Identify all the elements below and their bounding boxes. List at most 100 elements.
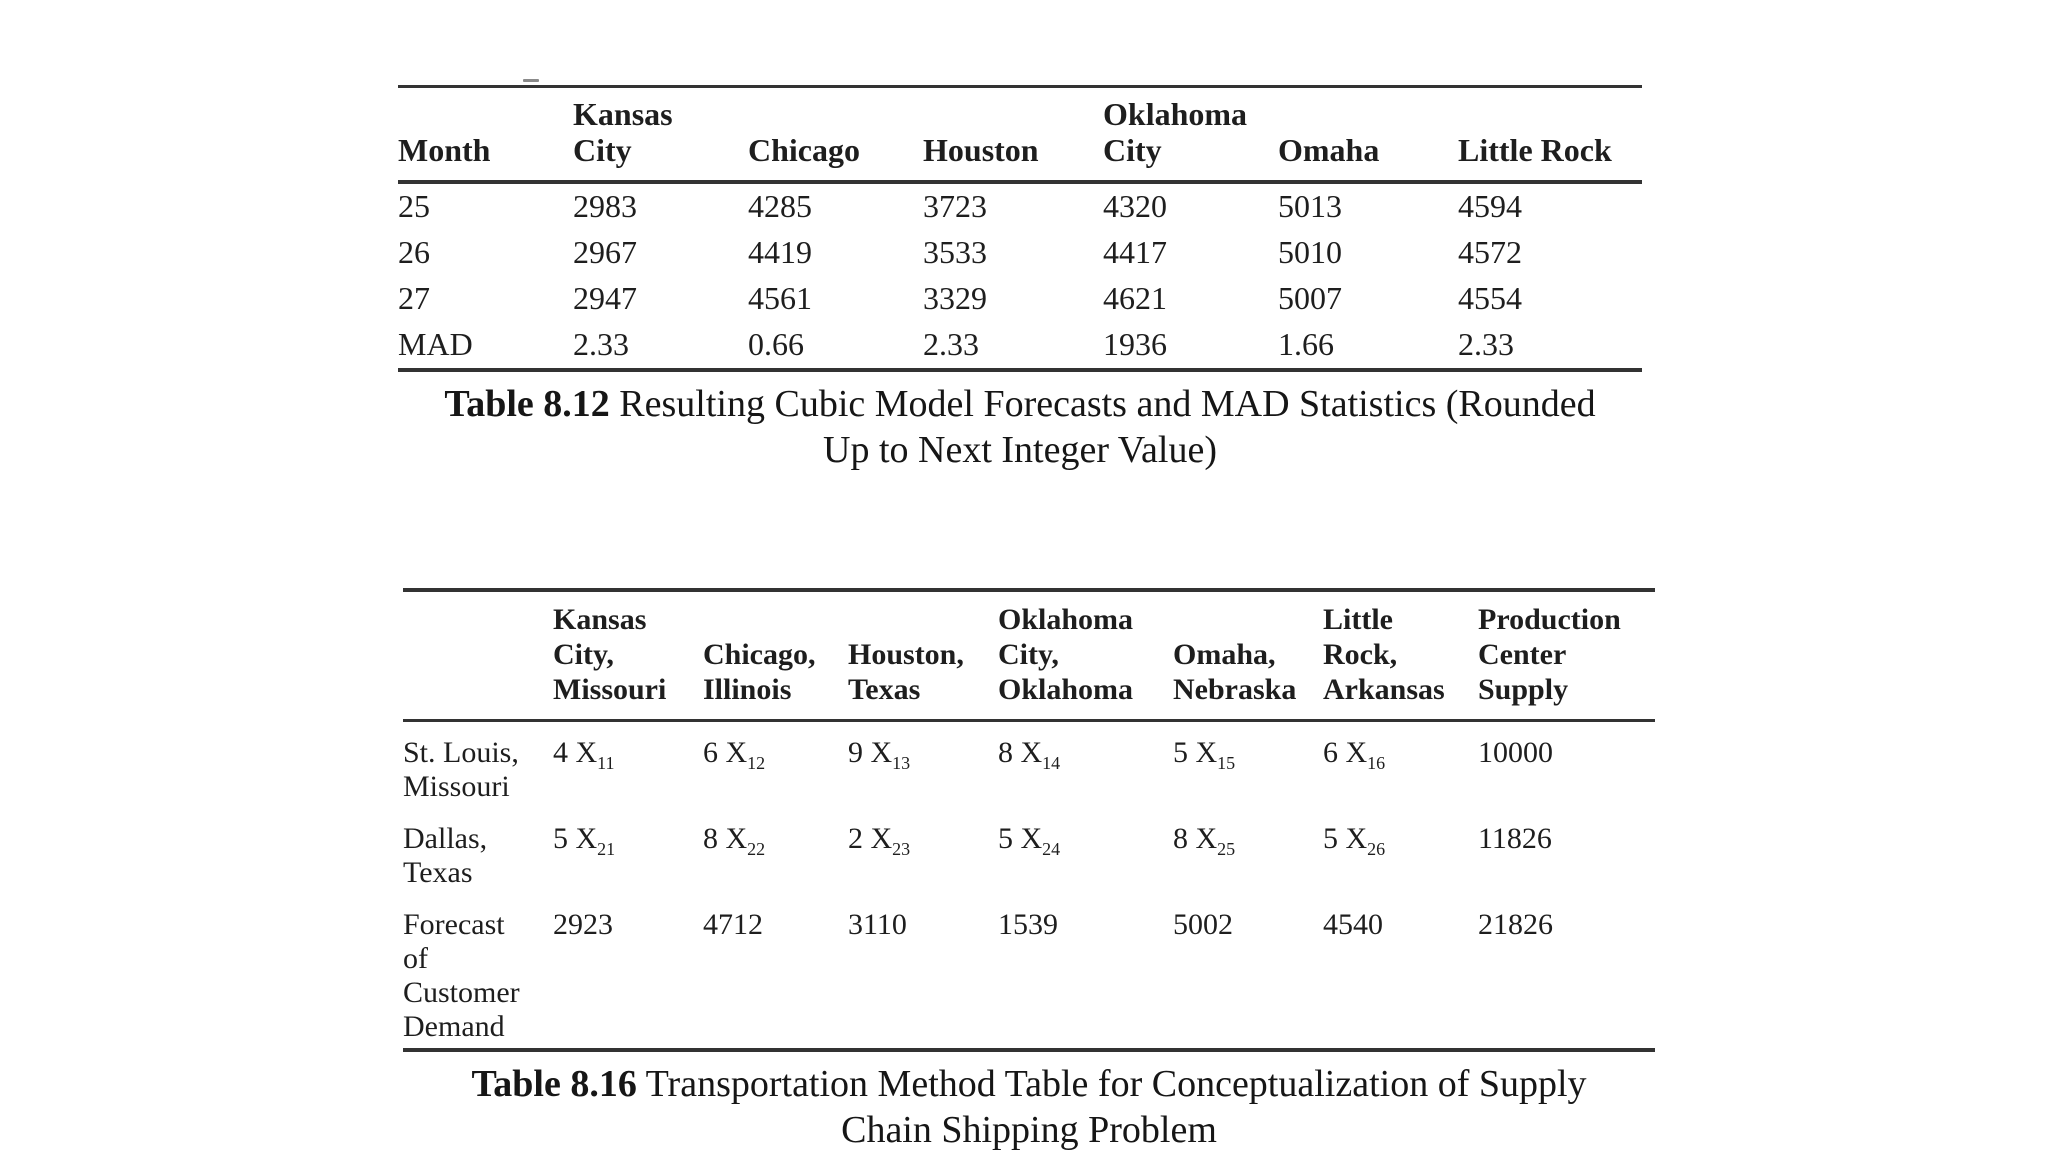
table-cell: 4285 (748, 188, 812, 224)
variable-cell: 2 X23 (848, 808, 998, 894)
variable-cell: 6 X16 (1323, 721, 1478, 809)
value: 1539 (998, 908, 1058, 941)
column-header-houston-tx: Houston, Texas (848, 590, 998, 722)
value: 5002 (1173, 908, 1233, 941)
table-row: Dallas, Texas 5 X21 8 X22 2 X23 5 X24 8 … (403, 808, 1655, 894)
value: 4540 (1323, 908, 1383, 941)
column-header-empty (403, 590, 553, 722)
table-cell: 3723 (923, 188, 987, 224)
row-label: 26 (398, 234, 430, 270)
row-label: 25 (398, 188, 430, 224)
column-header-chicago-il: Chicago, Illinois (703, 590, 848, 722)
row-label: MAD (398, 326, 473, 362)
subscript: 25 (1217, 839, 1236, 859)
column-header-oklahoma-city-ok: Oklahoma City, Oklahoma (998, 590, 1173, 722)
table-cell: 5007 (1278, 280, 1342, 316)
subscript: 21 (597, 839, 616, 859)
demand-cell: 1539 (998, 894, 1173, 1050)
table-cell: 1936 (1103, 326, 1167, 362)
table-cell: 1.66 (1278, 326, 1334, 362)
column-header-little-rock: Little Rock (1458, 86, 1642, 184)
row-label: Forecast of Customer Demand (403, 908, 520, 1043)
coefficient: 6 X (1323, 736, 1368, 769)
demand-cell: 4712 (703, 894, 848, 1050)
coefficient: 5 X (1323, 822, 1368, 855)
table-cell: 2.33 (1458, 326, 1514, 362)
table-cell: 4594 (1458, 188, 1522, 224)
demand-cell: 3110 (848, 894, 998, 1050)
variable-cell: 6 X12 (703, 721, 848, 809)
coefficient: 4 X (553, 736, 598, 769)
caption-text: Transportation Method Table for Conceptu… (636, 1063, 1587, 1105)
table-cell: 4554 (1458, 280, 1522, 316)
demand-cell: 4540 (1323, 894, 1478, 1050)
table-cell: 3533 (923, 234, 987, 270)
variable-cell: 8 X14 (998, 721, 1173, 809)
caption-label: Table 8.12 (444, 383, 610, 425)
table-cell: 4561 (748, 280, 812, 316)
subscript: 14 (1042, 753, 1061, 773)
subscript: 11 (597, 753, 615, 773)
variable-cell: 5 X21 (553, 808, 703, 894)
variable-cell: 8 X25 (1173, 808, 1323, 894)
table-cell: 3329 (923, 280, 987, 316)
table-cell: 0.66 (748, 326, 804, 362)
value: 2923 (553, 908, 613, 941)
supply-cell: 21826 (1478, 908, 1553, 941)
coefficient: 5 X (998, 822, 1043, 855)
table-cell: 5010 (1278, 234, 1342, 270)
header-row: Month Kansas City Chicago Houston Oklaho… (398, 86, 1642, 184)
variable-cell: 5 X15 (1173, 721, 1323, 809)
subscript: 23 (892, 839, 911, 859)
forecast-mad-table: Month Kansas City Chicago Houston Oklaho… (398, 85, 1642, 372)
supply-cell: 10000 (1478, 736, 1553, 769)
table-row: Forecast of Customer Demand 2923 4712 31… (403, 894, 1655, 1050)
supply-cell: 11826 (1478, 822, 1552, 855)
table-cell: 2.33 (573, 326, 629, 362)
demand-cell: 2923 (553, 894, 703, 1050)
table-cell: 4621 (1103, 280, 1167, 316)
table-cell: 4417 (1103, 234, 1167, 270)
forecast-mad-table-block: Month Kansas City Chicago Houston Oklaho… (398, 85, 1642, 473)
row-label: Dallas, Texas (403, 822, 488, 889)
column-header-kansas-city: Kansas City (573, 86, 748, 184)
column-header-oklahoma-city: Oklahoma City (1103, 86, 1278, 184)
table-cell: 4419 (748, 234, 812, 270)
coefficient: 2 X (848, 822, 893, 855)
column-header-month: Month (398, 86, 573, 184)
scan-artifact-dash (523, 79, 539, 82)
column-header-houston: Houston (923, 86, 1103, 184)
table-8-16-caption: Table 8.16 Transportation Method Table f… (403, 1061, 1655, 1153)
table-cell: 2.33 (923, 326, 979, 362)
caption-text-line2: Up to Next Integer Value) (823, 429, 1217, 471)
variable-cell: 5 X26 (1323, 808, 1478, 894)
subscript: 13 (892, 753, 911, 773)
variable-cell: 5 X24 (998, 808, 1173, 894)
coefficient: 6 X (703, 736, 748, 769)
value: 3110 (848, 908, 907, 941)
column-header-chicago: Chicago (748, 86, 923, 184)
column-header-omaha-ne: Omaha, Nebraska (1173, 590, 1323, 722)
table-cell: 5013 (1278, 188, 1342, 224)
column-header-kansas-city-mo: Kansas City, Missouri (553, 590, 703, 722)
caption-text-line2: Chain Shipping Problem (841, 1109, 1217, 1151)
table-row: 26 2967 4419 3533 4417 5010 4572 (398, 230, 1642, 276)
caption-label: Table 8.16 (471, 1063, 637, 1105)
subscript: 12 (747, 753, 766, 773)
column-header-little-rock-ar: Little Rock, Arkansas (1323, 590, 1478, 722)
table-cell: 2967 (573, 234, 637, 270)
coefficient: 5 X (553, 822, 598, 855)
subscript: 26 (1367, 839, 1386, 859)
subscript: 16 (1367, 753, 1386, 773)
coefficient: 8 X (1173, 822, 1218, 855)
table-row: St. Louis, Missouri 4 X11 6 X12 9 X13 8 … (403, 721, 1655, 809)
variable-cell: 8 X22 (703, 808, 848, 894)
table-row: 25 2983 4285 3723 4320 5013 4594 (398, 182, 1642, 230)
caption-text: Resulting Cubic Model Forecasts and MAD … (609, 383, 1596, 425)
table-cell: 2983 (573, 188, 637, 224)
coefficient: 8 X (998, 736, 1043, 769)
table-row: 27 2947 4561 3329 4621 5007 4554 (398, 276, 1642, 322)
table-cell: 4572 (1458, 234, 1522, 270)
value: 4712 (703, 908, 763, 941)
